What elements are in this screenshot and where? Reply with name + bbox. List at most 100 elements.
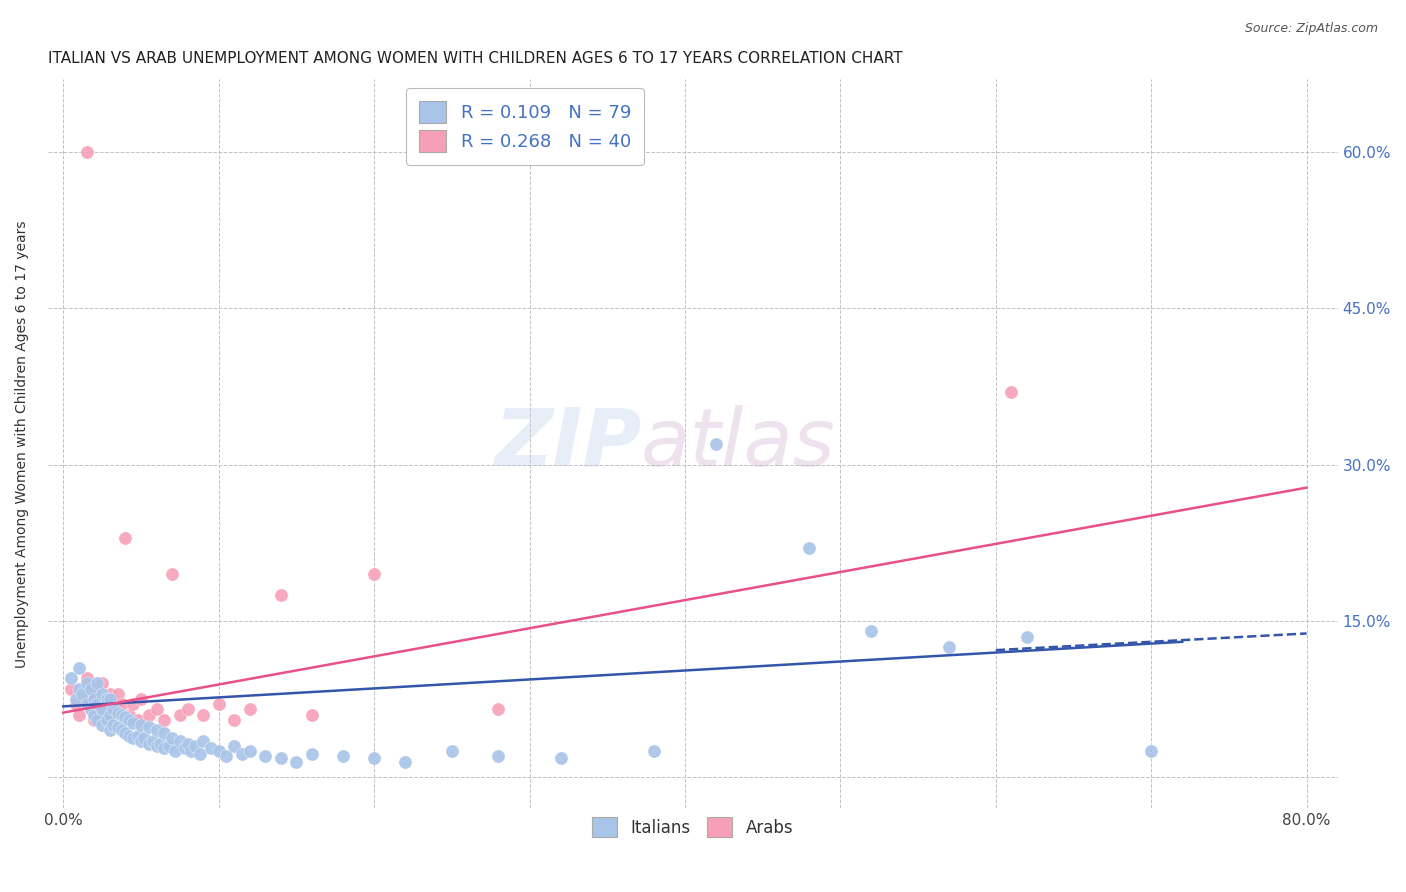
Point: [114, 726, 136, 740]
Legend: Italians, Arabs: Italians, Arabs: [585, 810, 800, 844]
Point: [117, 713, 139, 727]
Point: [101, 702, 124, 716]
Point: [176, 702, 198, 716]
Point: [76, 676, 98, 690]
Point: [107, 687, 129, 701]
Point: [643, 744, 665, 758]
Point: [60, 671, 83, 685]
Point: [91, 676, 114, 690]
Point: [129, 733, 152, 747]
Point: [98, 687, 121, 701]
Point: [114, 531, 136, 545]
Point: [111, 723, 134, 738]
Point: [129, 718, 152, 732]
Point: [160, 567, 183, 582]
Point: [111, 698, 134, 712]
Point: [76, 671, 98, 685]
Point: [301, 747, 323, 762]
Point: [145, 702, 167, 716]
Point: [83, 692, 105, 706]
Point: [67, 707, 90, 722]
Point: [98, 713, 121, 727]
Point: [165, 744, 187, 758]
Point: [332, 749, 354, 764]
Point: [76, 687, 98, 701]
Point: [270, 588, 292, 602]
Point: [101, 692, 124, 706]
Point: [117, 707, 139, 722]
Point: [80, 702, 103, 716]
Point: [67, 681, 90, 696]
Point: [173, 741, 195, 756]
Point: [107, 720, 129, 734]
Point: [200, 741, 222, 756]
Point: [65, 698, 87, 712]
Y-axis label: Unemployment Among Women with Children Ages 6 to 17 years: Unemployment Among Women with Children A…: [15, 220, 30, 667]
Point: [184, 739, 207, 753]
Point: [98, 723, 121, 738]
Point: [799, 541, 821, 555]
Point: [191, 707, 214, 722]
Point: [76, 145, 98, 160]
Point: [1000, 384, 1022, 399]
Point: [157, 739, 180, 753]
Point: [224, 739, 246, 753]
Point: [76, 698, 98, 712]
Point: [70, 687, 93, 701]
Point: [1140, 744, 1163, 758]
Point: [394, 755, 416, 769]
Point: [96, 707, 118, 722]
Point: [363, 751, 385, 765]
Point: [153, 713, 176, 727]
Point: [169, 707, 191, 722]
Point: [363, 567, 385, 582]
Point: [91, 687, 114, 701]
Point: [860, 624, 883, 639]
Point: [138, 737, 160, 751]
Point: [191, 733, 214, 747]
Point: [145, 739, 167, 753]
Point: [145, 723, 167, 738]
Point: [550, 751, 572, 765]
Point: [107, 702, 129, 716]
Point: [127, 729, 149, 743]
Point: [704, 437, 727, 451]
Point: [153, 726, 176, 740]
Point: [98, 707, 121, 722]
Point: [208, 744, 231, 758]
Point: [83, 707, 105, 722]
Point: [129, 692, 152, 706]
Point: [111, 707, 134, 722]
Point: [180, 744, 202, 758]
Point: [65, 692, 87, 706]
Point: [114, 710, 136, 724]
Point: [96, 692, 118, 706]
Point: [83, 687, 105, 701]
Point: [132, 731, 155, 745]
Point: [149, 737, 172, 751]
Point: [440, 744, 463, 758]
Point: [127, 713, 149, 727]
Point: [301, 707, 323, 722]
Text: ITALIAN VS ARAB UNEMPLOYMENT AMONG WOMEN WITH CHILDREN AGES 6 TO 17 YEARS CORREL: ITALIAN VS ARAB UNEMPLOYMENT AMONG WOMEN…: [48, 51, 903, 66]
Point: [60, 681, 83, 696]
Point: [122, 698, 145, 712]
Point: [169, 733, 191, 747]
Point: [98, 692, 121, 706]
Point: [138, 720, 160, 734]
Point: [86, 676, 108, 690]
Point: [67, 661, 90, 675]
Point: [285, 755, 308, 769]
Point: [91, 702, 114, 716]
Point: [160, 731, 183, 745]
Point: [86, 698, 108, 712]
Point: [270, 751, 292, 765]
Point: [188, 747, 211, 762]
Point: [215, 749, 238, 764]
Point: [91, 702, 114, 716]
Point: [96, 713, 118, 727]
Point: [224, 713, 246, 727]
Point: [122, 731, 145, 745]
Text: Source: ZipAtlas.com: Source: ZipAtlas.com: [1244, 22, 1378, 36]
Point: [208, 698, 231, 712]
